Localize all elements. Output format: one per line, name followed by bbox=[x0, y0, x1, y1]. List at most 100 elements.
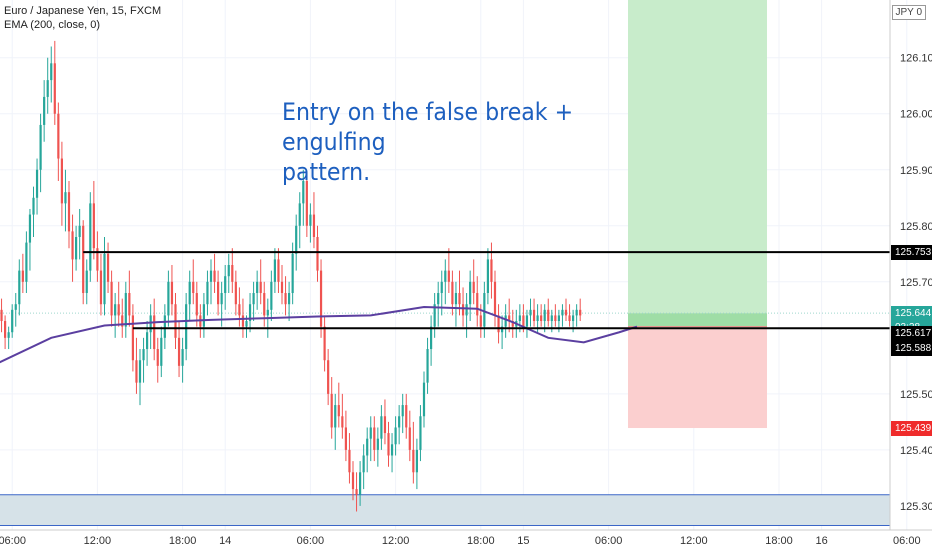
stop-zone bbox=[628, 326, 767, 429]
candle-body bbox=[167, 281, 170, 316]
candle-body bbox=[366, 438, 369, 456]
candle-body bbox=[508, 315, 511, 322]
candle-body bbox=[369, 427, 372, 439]
candle-body bbox=[330, 393, 333, 428]
candle-body bbox=[277, 259, 280, 282]
time-axis[interactable]: 06:00 12:00 18:00 14 06:00 12:00 18:00 15 06:00 1… bbox=[0, 535, 921, 547]
candle-body bbox=[71, 231, 74, 260]
candle-body bbox=[312, 214, 316, 237]
candle-body bbox=[259, 281, 262, 294]
price-tag: 125.644 bbox=[891, 305, 932, 321]
candle-body bbox=[575, 309, 578, 316]
candle-body bbox=[348, 449, 351, 473]
candle-body bbox=[401, 405, 404, 417]
candle-body bbox=[465, 304, 468, 316]
ema-line bbox=[0, 306, 638, 364]
price-tick-label: 125.300 bbox=[900, 501, 932, 513]
candle-body bbox=[433, 304, 436, 327]
candle-body bbox=[486, 259, 489, 294]
candle-body bbox=[458, 293, 461, 305]
candle-body bbox=[217, 281, 220, 305]
candle-body bbox=[390, 444, 394, 456]
candle-body bbox=[99, 270, 103, 305]
price-tag: 125.753 bbox=[891, 244, 932, 260]
currency-badge[interactable]: JPY 0 bbox=[891, 5, 926, 20]
candle-body bbox=[334, 405, 337, 428]
candle-body bbox=[561, 309, 564, 316]
candle-body bbox=[497, 315, 500, 333]
candle-body bbox=[96, 248, 99, 271]
candle-body bbox=[21, 270, 24, 282]
price-tick-label: 125.800 bbox=[900, 221, 932, 233]
candle-body bbox=[64, 192, 67, 204]
price-tick-label: 125.900 bbox=[900, 165, 932, 177]
candle-body bbox=[67, 192, 71, 232]
candle-body bbox=[572, 315, 575, 322]
candle-body bbox=[85, 270, 88, 294]
candle-body bbox=[568, 315, 571, 322]
candle-body bbox=[316, 236, 319, 271]
time-tick-label: 12:00 bbox=[84, 535, 112, 547]
candle-body bbox=[181, 349, 184, 366]
candle-body bbox=[295, 225, 298, 254]
candle-body bbox=[564, 309, 568, 316]
candle-body bbox=[291, 253, 294, 294]
indicator-label[interactable]: EMA (200, close, 0) bbox=[4, 19, 100, 31]
candle-body bbox=[248, 304, 252, 322]
candle-body bbox=[195, 293, 198, 316]
symbol-label[interactable]: Euro / Japanese Yen, 15, FXCM bbox=[4, 5, 162, 17]
candle-body bbox=[376, 438, 379, 450]
candle-body bbox=[511, 321, 514, 327]
candle-body bbox=[490, 259, 493, 282]
trade-annotation[interactable]: Entry on the false break + engulfing pat… bbox=[282, 97, 632, 187]
candle-body bbox=[298, 203, 301, 226]
candle-body bbox=[323, 326, 326, 361]
candle-body bbox=[46, 80, 49, 97]
candle-body bbox=[547, 309, 550, 322]
candle-body bbox=[82, 225, 85, 294]
candle-body bbox=[256, 281, 259, 294]
candle-body bbox=[288, 293, 291, 305]
candle-body bbox=[394, 427, 397, 445]
candle-body bbox=[220, 293, 223, 305]
candle-body bbox=[153, 315, 156, 350]
time-tick-label: 06:00 bbox=[297, 535, 325, 547]
time-tick-label: 06:00 bbox=[595, 535, 623, 547]
candle-body bbox=[206, 281, 209, 305]
candle-body bbox=[121, 315, 124, 327]
candle-body bbox=[454, 293, 458, 305]
candle-body bbox=[213, 270, 216, 282]
candle-body bbox=[202, 304, 205, 327]
candle-body bbox=[192, 281, 195, 294]
candle-body bbox=[398, 416, 401, 428]
candle-body bbox=[529, 309, 532, 316]
candle-body bbox=[483, 293, 486, 327]
price-tick-label: 125.400 bbox=[900, 445, 932, 457]
candle-body bbox=[504, 315, 507, 327]
support-zone bbox=[0, 494, 890, 526]
candle-body bbox=[39, 124, 42, 170]
horizontal-levels[interactable] bbox=[83, 251, 890, 330]
time-tick-label: 16 bbox=[815, 535, 827, 547]
candle-body bbox=[7, 332, 10, 338]
candle-body bbox=[32, 197, 35, 215]
candle-body bbox=[28, 214, 32, 243]
trade-zones bbox=[0, 0, 890, 527]
candle-body bbox=[532, 309, 536, 322]
candle-body bbox=[543, 309, 546, 322]
candle-body bbox=[57, 113, 60, 159]
price-axis[interactable]: 126.100 126.000 125.900 125.800 125.700 125.5… bbox=[900, 53, 932, 513]
candle-body bbox=[444, 270, 447, 282]
candle-body bbox=[128, 293, 131, 316]
candle-body bbox=[238, 304, 241, 316]
annotation-line-2: pattern. bbox=[282, 158, 371, 186]
candle-body bbox=[4, 321, 7, 338]
candle-body bbox=[383, 416, 387, 434]
candle-body bbox=[18, 270, 21, 305]
candle-body bbox=[124, 293, 127, 327]
price-tag: 125.439 bbox=[891, 420, 932, 436]
candle-body bbox=[305, 180, 308, 226]
candle-body bbox=[266, 309, 269, 316]
candle-body bbox=[280, 281, 284, 294]
